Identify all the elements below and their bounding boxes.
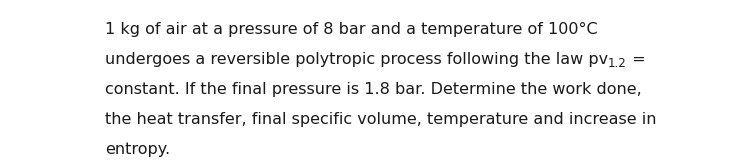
Text: the heat transfer, final specific volume, temperature and increase in: the heat transfer, final specific volume…	[105, 112, 656, 127]
Text: constant. If the final pressure is 1.8 bar. Determine the work done,: constant. If the final pressure is 1.8 b…	[105, 82, 642, 97]
Text: entropy.: entropy.	[105, 142, 170, 157]
Text: 1.2: 1.2	[608, 57, 627, 70]
Text: 1 kg of air at a pressure of 8 bar and a temperature of 100°C: 1 kg of air at a pressure of 8 bar and a…	[105, 22, 598, 37]
Text: undergoes a reversible polytropic process following the law pv: undergoes a reversible polytropic proces…	[105, 52, 608, 67]
Text: =: =	[627, 52, 645, 67]
